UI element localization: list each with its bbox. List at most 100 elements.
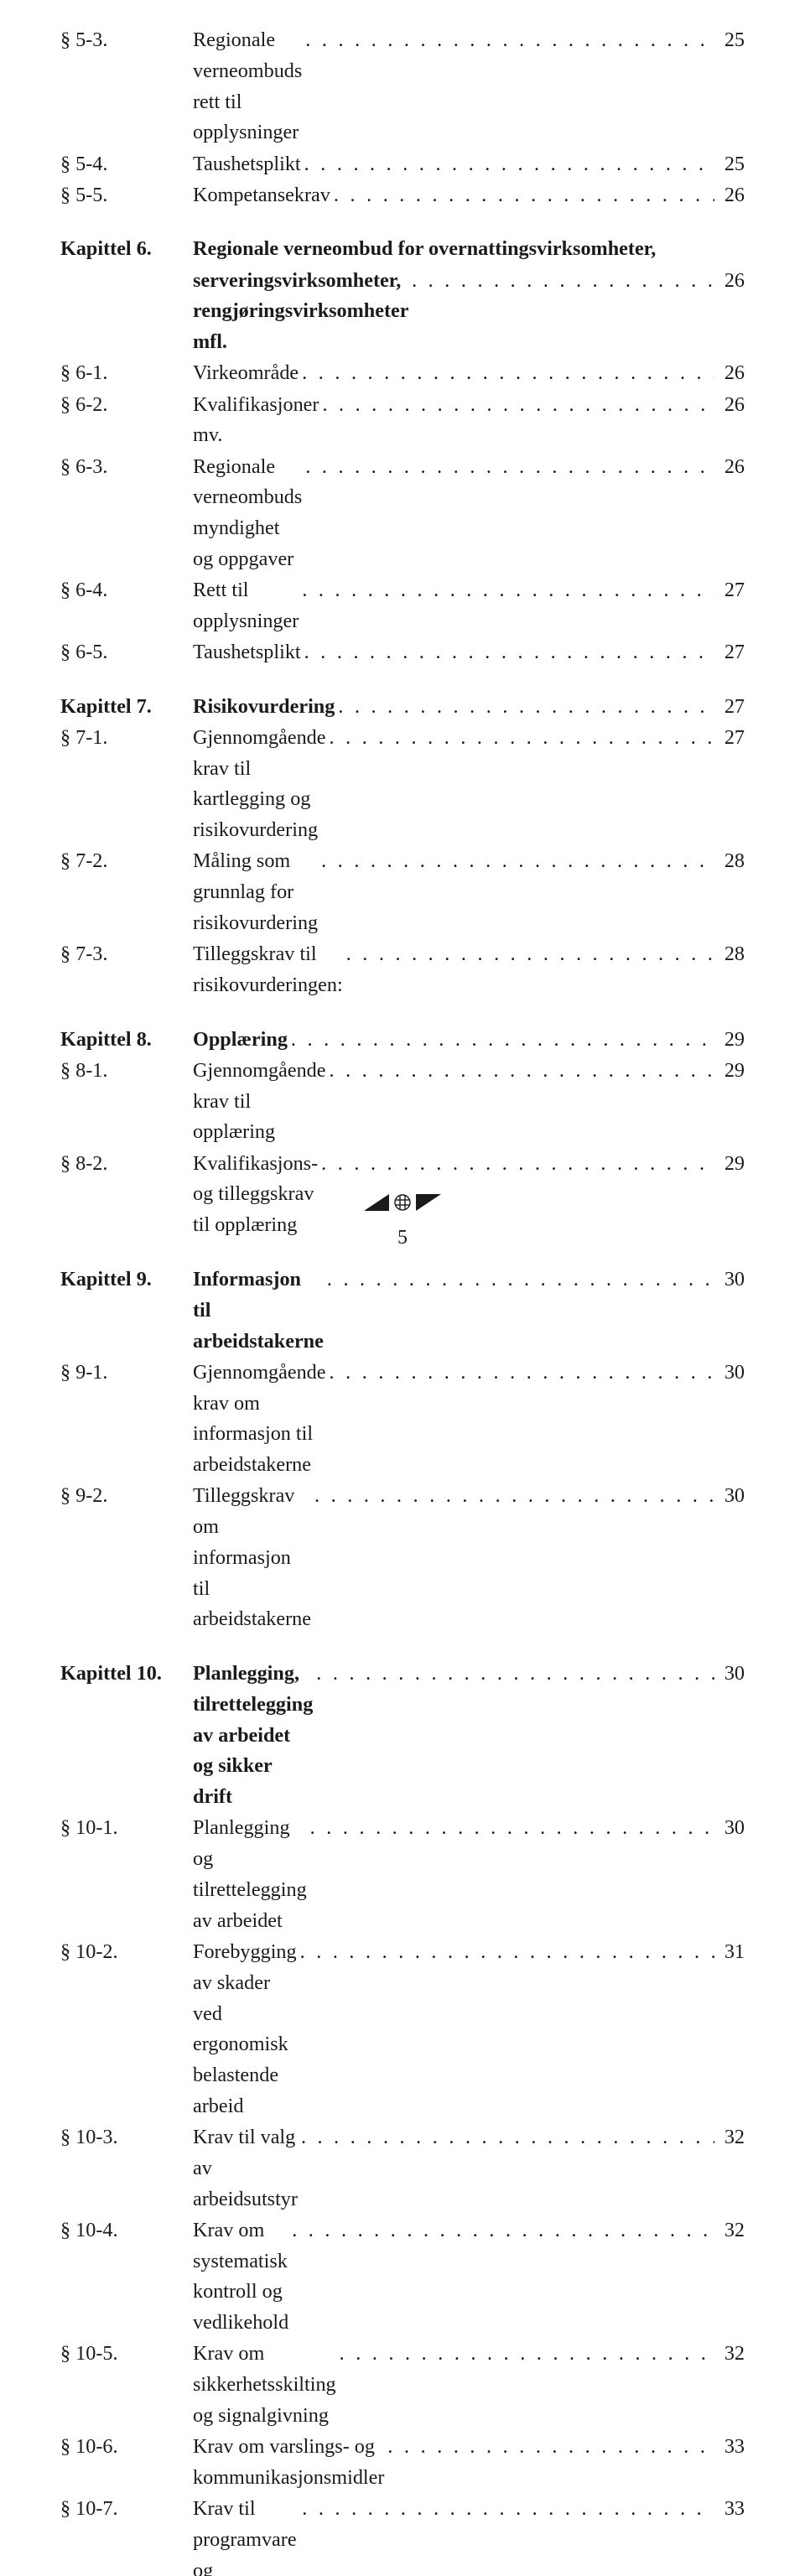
toc-entry: § 6-4.Rett til opplysninger . . . . . . … — [60, 575, 745, 637]
toc-entry-title: Opplæring — [193, 1025, 288, 1056]
toc-leader-dots: . . . . . . . . . . . . . . . . . . . . … — [336, 2339, 714, 2369]
toc-entry: § 6-3.Regionale verneombuds myndighet og… — [60, 452, 745, 575]
toc-entry-title: Gjennomgående krav til opplæring — [193, 1056, 326, 1148]
toc-entry-label: Kapittel 10. — [60, 1659, 193, 1690]
toc-leader-dots: . . . . . . . . . . . . . . . . . . . . … — [298, 2122, 714, 2153]
toc-entry-label: § 9-1. — [60, 1358, 193, 1389]
toc-entry-page: 30 — [714, 1659, 745, 1690]
toc-entry-title: Kompetansekrav — [193, 180, 330, 211]
table-of-contents: § 5-3.Regionale verneombuds rett til opp… — [60, 25, 745, 2576]
toc-leader-dots: . . . . . . . . . . . . . . . . . . . . … — [302, 452, 714, 482]
toc-leader-dots: . . . . . . . . . . . . . . . . . . . . … — [299, 575, 714, 605]
toc-entry: Kapittel 9.Informasjon til arbeidstakern… — [60, 1265, 745, 1357]
toc-entry: § 5-5.Kompetansekrav . . . . . . . . . .… — [60, 180, 745, 211]
toc-leader-dots: . . . . . . . . . . . . . . . . . . . . … — [326, 723, 714, 753]
toc-entry-label: § 10-6. — [60, 2432, 193, 2463]
toc-entry-label: § 6-3. — [60, 452, 193, 483]
toc-entry-label: § 8-1. — [60, 1056, 193, 1087]
toc-entry-label: § 6-2. — [60, 390, 193, 421]
toc-leader-dots: . . . . . . . . . . . . . . . . . . . . … — [326, 1056, 714, 1086]
toc-entry: Kapittel 10.Planlegging, tilrettelegging… — [60, 1659, 745, 1813]
toc-entry-page: 32 — [714, 2215, 745, 2246]
toc-entry-page: 27 — [714, 575, 745, 606]
toc-entry: § 6-5.Taushetsplikt . . . . . . . . . . … — [60, 637, 745, 668]
toc-entry-title: Planlegging, tilrettelegging av arbeidet… — [193, 1659, 313, 1813]
toc-entry-title: Regionale verneombud for overnattingsvir… — [193, 234, 656, 265]
toc-entry-label: § 10-2. — [60, 1937, 193, 1968]
toc-entry-page: 26 — [714, 180, 745, 211]
toc-entry: § 10-5.Krav om sikkerhetsskilting og sig… — [60, 2339, 745, 2431]
toc-group: Kapittel 7.Risikovurdering . . . . . . .… — [60, 692, 745, 1001]
toc-entry-page: 26 — [714, 390, 745, 421]
toc-entry-page: 26 — [714, 358, 745, 389]
toc-leader-dots: . . . . . . . . . . . . . . . . . . . . … — [301, 149, 714, 179]
toc-leader-dots: . . . . . . . . . . . . . . . . . . . . … — [324, 1265, 714, 1295]
toc-entry-label: Kapittel 6. — [60, 234, 193, 265]
toc-entry-page: 28 — [714, 939, 745, 970]
toc-entry-title: Forebygging av skader ved ergonomisk bel… — [193, 1937, 297, 2122]
toc-entry-label: § 8-2. — [60, 1149, 193, 1180]
toc-entry: § 10-7.Krav til programvare og datasyste… — [60, 2494, 745, 2576]
toc-leader-dots: . . . . . . . . . . . . . . . . . . . . … — [343, 939, 714, 969]
toc-entry: § 9-1.Gjennomgående krav om informasjon … — [60, 1358, 745, 1481]
toc-entry-page: 26 — [714, 452, 745, 483]
toc-entry-title: Måling som grunnlag for risikovurdering — [193, 846, 318, 938]
toc-leader-dots: . . . . . . . . . . . . . . . . . . . . … — [301, 637, 714, 667]
toc-entry-label: § 5-5. — [60, 180, 193, 211]
footer-ornament-icon — [0, 1194, 805, 1215]
toc-entry-title: Krav om varslings- og kommunikasjonsmidl… — [193, 2432, 384, 2494]
toc-entry-page: 30 — [714, 1265, 745, 1296]
toc-entry-page: 31 — [714, 1937, 745, 1968]
toc-entry-title: serveringsvirksomheter, rengjøringsvirks… — [193, 266, 408, 358]
toc-entry-page: 33 — [714, 2432, 745, 2463]
toc-entry-label — [60, 266, 193, 297]
toc-entry-label: Kapittel 8. — [60, 1025, 193, 1056]
toc-entry-title: Regionale verneombuds myndighet og oppga… — [193, 452, 302, 575]
toc-group: § 5-3.Regionale verneombuds rett til opp… — [60, 25, 745, 210]
toc-leader-dots: . . . . . . . . . . . . . . . . . . . . … — [318, 1149, 714, 1179]
toc-leader-dots: . . . . . . . . . . . . . . . . . . . . … — [288, 2215, 714, 2246]
toc-entry: § 10-2.Forebygging av skader ved ergonom… — [60, 1937, 745, 2122]
toc-entry-title: Taushetsplikt — [193, 149, 301, 180]
toc-entry-page: 25 — [714, 149, 745, 180]
toc-entry-label: § 6-4. — [60, 575, 193, 606]
toc-entry-page: 29 — [714, 1025, 745, 1056]
page-number: 5 — [0, 1227, 805, 1249]
toc-leader-dots: . . . . . . . . . . . . . . . . . . . . … — [299, 2494, 714, 2524]
toc-entry-page: 32 — [714, 2122, 745, 2153]
toc-entry: § 6-2.Kvalifikasjoner mv. . . . . . . . … — [60, 390, 745, 452]
toc-entry: § 7-2.Måling som grunnlag for risikovurd… — [60, 846, 745, 938]
toc-entry-page: 30 — [714, 1358, 745, 1389]
toc-entry-label: § 7-3. — [60, 939, 193, 970]
toc-entry-title: Krav om sikkerhetsskilting og signalgivn… — [193, 2339, 336, 2431]
toc-entry-page: 30 — [714, 1813, 745, 1844]
toc-entry-title: Planlegging og tilrettelegging av arbeid… — [193, 1813, 307, 1936]
toc-entry-title: Tilleggskrav til risikovurderingen: — [193, 939, 343, 1001]
toc-leader-dots: . . . . . . . . . . . . . . . . . . . . … — [302, 25, 714, 55]
toc-entry-page: 27 — [714, 723, 745, 754]
toc-entry-title: Risikovurdering — [193, 692, 335, 723]
toc-entry-title: Gjennomgående krav om informasjon til ar… — [193, 1358, 326, 1481]
toc-leader-dots: . . . . . . . . . . . . . . . . . . . . … — [335, 692, 714, 722]
toc-entry-title: Kvalifikasjoner mv. — [193, 390, 319, 452]
toc-entry-page: 28 — [714, 846, 745, 877]
toc-entry-label: § 9-2. — [60, 1481, 193, 1512]
toc-leader-dots: . . . . . . . . . . . . . . . . . . . . … — [318, 846, 714, 876]
toc-entry: § 10-3.Krav til valg av arbeidsutstyr . … — [60, 2122, 745, 2215]
toc-entry-page: 26 — [714, 266, 745, 297]
toc-entry-label: § 10-7. — [60, 2494, 193, 2525]
toc-entry: § 9-2.Tilleggskrav om informasjon til ar… — [60, 1481, 745, 1635]
toc-entry: Kapittel 8.Opplæring . . . . . . . . . .… — [60, 1025, 745, 1056]
toc-entry-label: § 10-4. — [60, 2215, 193, 2246]
toc-leader-dots: . . . . . . . . . . . . . . . . . . . . … — [307, 1813, 714, 1843]
toc-entry-title: Krav om systematisk kontroll og vedlikeh… — [193, 2215, 288, 2339]
toc-entry: serveringsvirksomheter, rengjøringsvirks… — [60, 266, 745, 358]
toc-entry-label: § 10-5. — [60, 2339, 193, 2370]
toc-entry-title: Virkeområde — [193, 358, 299, 389]
toc-entry-label: § 5-4. — [60, 149, 193, 180]
toc-entry-title: Rett til opplysninger — [193, 575, 299, 637]
toc-leader-dots: . . . . . . . . . . . . . . . . . . . . … — [288, 1025, 714, 1055]
toc-group: Kapittel 9.Informasjon til arbeidstakern… — [60, 1265, 745, 1635]
toc-group: Kapittel 10.Planlegging, tilrettelegging… — [60, 1659, 745, 2576]
toc-entry-page: 29 — [714, 1149, 745, 1180]
